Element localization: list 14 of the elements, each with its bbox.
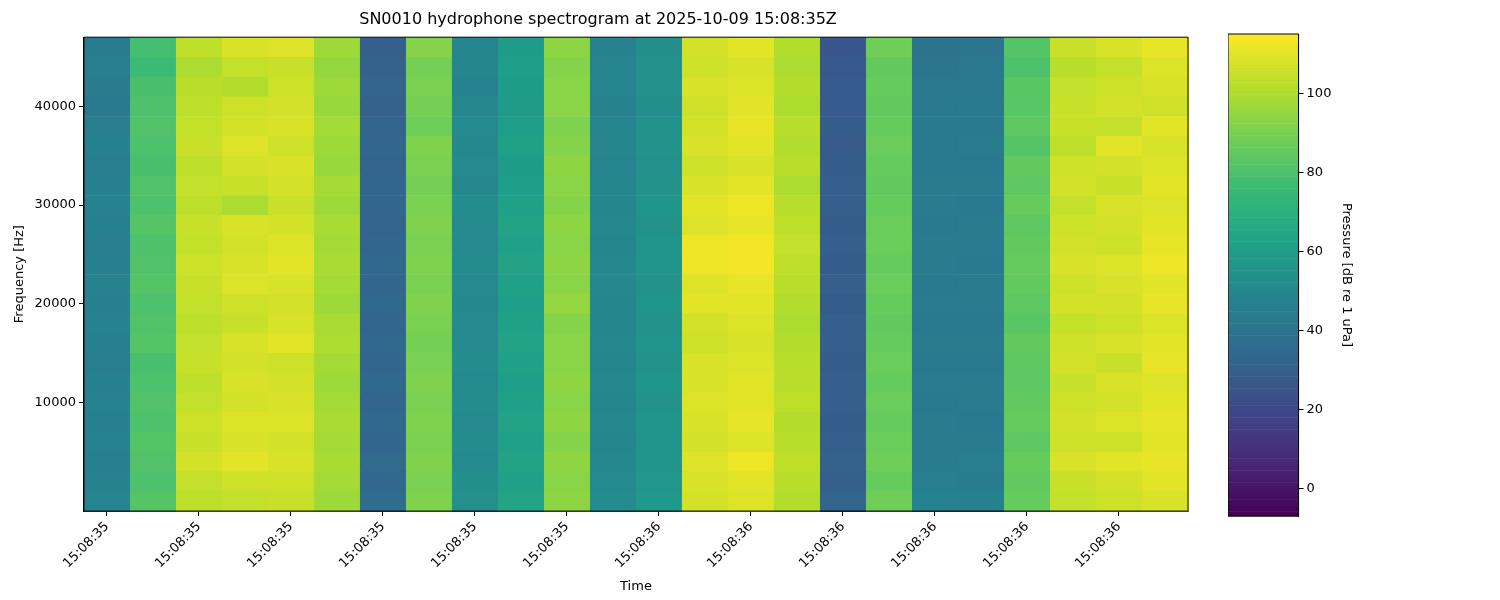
color-bar-label: 60 [1306, 242, 1324, 258]
x-axis-title: Time [619, 577, 652, 593]
color-bar-label: 0 [1306, 479, 1315, 495]
color-bar-title: Pressure [dB re 1 uPa] [1339, 202, 1355, 348]
y-tick-label: 30000 [34, 196, 76, 212]
y-tick-label: 10000 [34, 393, 76, 409]
color-bar-label: 100 [1306, 84, 1332, 100]
color-bar-label: 40 [1306, 321, 1324, 337]
y-tick-label: 40000 [34, 97, 76, 113]
color-bar-label: 80 [1306, 163, 1324, 179]
color-bar-label: 20 [1306, 400, 1324, 416]
y-tick-label: 20000 [34, 295, 76, 311]
chart-title: SN0010 hydrophone spectrogram at 2025-10-09 15:08:35Z [359, 8, 837, 28]
y-axis-title: Frequency [Hz] [11, 225, 27, 324]
